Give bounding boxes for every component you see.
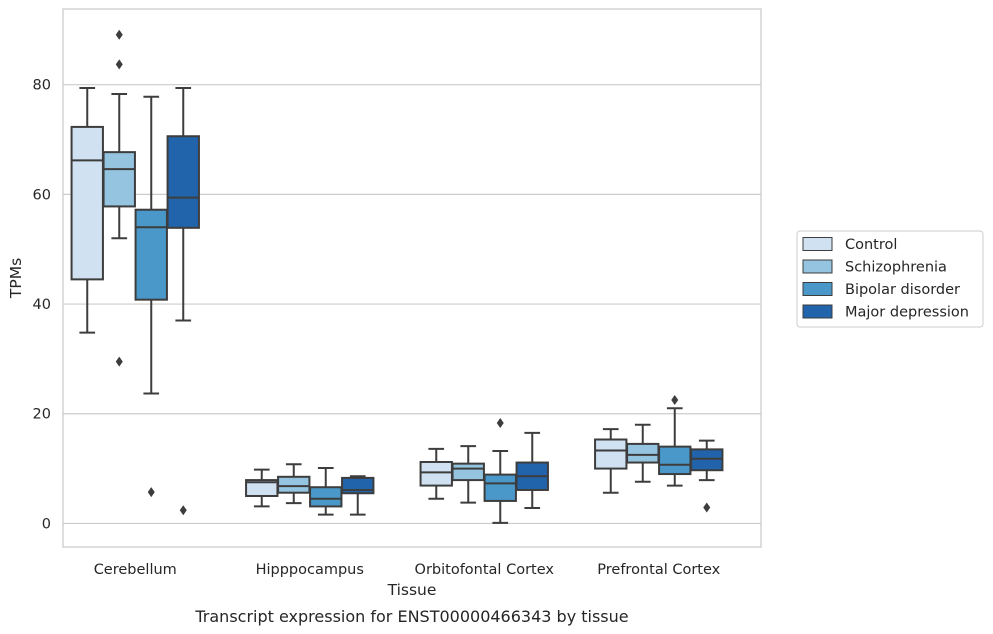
outlier-point (179, 505, 187, 516)
y-tick-label: 80 (33, 78, 51, 94)
legend-swatch (802, 259, 833, 274)
legend-label: Control (845, 237, 897, 253)
outlier-point (496, 418, 504, 429)
box-iqr (166, 135, 200, 229)
box-major-depression (690, 439, 724, 513)
y-tick-label: 40 (33, 297, 51, 313)
legend: Control Schizophrenia Bipolar disorder Majo… (796, 230, 984, 328)
box-major-depression (341, 475, 375, 516)
outlier-point (671, 395, 679, 406)
x-tick-label: Cerebellum (94, 562, 177, 578)
outlier-point (115, 59, 123, 70)
outlier-point (115, 356, 123, 367)
outlier-point (115, 29, 123, 40)
box-iqr (594, 438, 628, 470)
x-tick-labels: Cerebellum Hipppocampus Orbitofontal Corte… (94, 562, 721, 578)
legend-label: Bipolar disorder (845, 282, 960, 298)
box-schizophrenia (102, 29, 136, 367)
x-tick-label: Hipppocampus (256, 562, 364, 578)
plot-frame (62, 8, 762, 548)
box-iqr (658, 445, 692, 476)
box-iqr (690, 448, 724, 472)
y-tick-label: 0 (42, 516, 51, 532)
box-iqr (419, 460, 453, 487)
box-schizophrenia (626, 423, 660, 483)
y-tick-label: 60 (33, 187, 51, 203)
box-iqr (483, 473, 517, 502)
box-schizophrenia (277, 463, 311, 505)
x-tick-label: Orbitofontal Cortex (415, 562, 555, 578)
box-major-depression (515, 431, 549, 510)
box-iqr (134, 208, 168, 301)
legend-swatch (802, 237, 833, 251)
chart-caption: Transcript expression for ENST0000046634… (194, 607, 628, 626)
box-control (245, 468, 279, 508)
y-axis-label: TPMs (7, 258, 25, 299)
y-tick-label: 20 (33, 407, 51, 423)
x-tick-label: Prefrontal Cortex (597, 562, 720, 578)
legend-label: Major depression (845, 305, 969, 321)
box-control (70, 86, 104, 334)
box-groups (70, 29, 724, 524)
box-iqr (451, 462, 485, 482)
x-axis-label: Tissue (387, 581, 437, 599)
box-major-depression (166, 86, 200, 516)
box-control (419, 447, 453, 500)
box-bipolar-disorder (134, 95, 168, 498)
box-iqr (102, 151, 136, 208)
box-bipolar-disorder (483, 418, 517, 524)
box-bipolar-disorder (658, 395, 692, 487)
box-iqr (626, 442, 660, 464)
box-bipolar-disorder (309, 467, 343, 516)
legend-swatch (802, 282, 833, 296)
legend-frame (796, 230, 984, 328)
y-tick-labels: 0 20 40 60 80 (33, 78, 51, 533)
box-schizophrenia (451, 445, 485, 504)
legend-swatch (802, 304, 833, 319)
box-iqr (70, 125, 104, 281)
box-iqr (277, 475, 311, 494)
outlier-point (703, 502, 711, 513)
legend-label: Schizophrenia (845, 260, 947, 276)
box-iqr (309, 486, 343, 508)
outlier-point (147, 487, 155, 498)
